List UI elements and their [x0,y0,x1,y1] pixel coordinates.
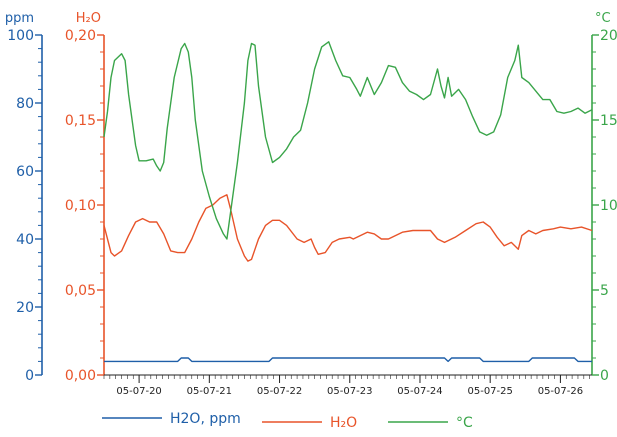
x-tick-label: 05-07-26 [538,386,583,397]
x-axis: 05-07-20 05-07-21 05-07-22 05-07-23 05-07-24… [103,374,592,397]
series-line-1 [103,194,593,262]
x-tick-label: 05-07-21 [187,386,232,397]
legend-item: H₂O [262,415,357,431]
legend-label: °C [456,415,473,431]
legend-label: H₂O [330,415,357,431]
tick-label-temp: 5 [600,283,609,299]
x-tick-label: 05-07-22 [257,386,302,397]
tick-label-ppm: 20 [16,300,34,316]
tick-label-temp: 0 [600,368,609,384]
y-axis-temp: 0 5 10 15 20 °C [591,11,617,384]
series-line-0 [104,357,592,363]
tick-label-temp: 15 [600,113,617,129]
axis-title-ppm: ppm [5,11,34,26]
axes-layer: 020406080100ppm0,000,050,100,150,20H₂O05… [5,11,617,397]
x-tick-label: 05-07-25 [467,386,512,397]
legend: H2O, ppm H₂O °C [102,411,473,431]
y-axis-h2o: 0,00 0,05 0,10 0,15 0,20 H₂O [65,11,105,384]
tick-label-h2o: 0,15 [65,113,96,129]
legend-item: H2O, ppm [102,411,241,427]
tick-label-ppm: 0 [25,368,34,384]
axis-title-temp: °C [595,11,611,26]
x-tick-label: 05-07-20 [116,386,161,397]
legend-label: H2O, ppm [170,411,241,427]
tick-label-ppm: 100 [7,28,34,44]
series-line-2 [103,41,593,240]
tick-label-h2o: 0,00 [65,368,96,384]
tick-label-h2o: 0,05 [65,283,96,299]
tick-label-ppm: 60 [16,164,34,180]
tick-label-ppm: 40 [16,232,34,248]
legend-item: °C [388,415,473,431]
tick-label-h2o: 0,10 [65,198,96,214]
axis-title-h2o: H₂O [76,11,101,26]
y-axis-ppm: 0 20 40 60 80 100 ppm [5,11,43,384]
x-tick-label: 05-07-24 [397,386,442,397]
tick-label-temp: 20 [600,28,617,44]
x-tick-label: 05-07-23 [327,386,372,397]
series-layer [103,41,593,363]
tick-label-h2o: 0,20 [65,28,96,44]
tick-label-ppm: 80 [16,96,34,112]
tick-label-temp: 10 [600,198,617,214]
